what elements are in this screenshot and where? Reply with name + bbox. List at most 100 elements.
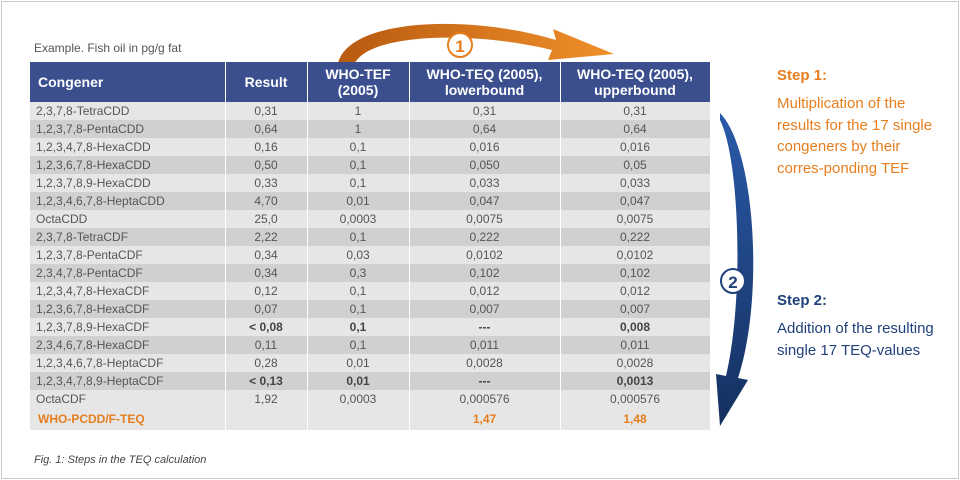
- figure-caption: Fig. 1: Steps in the TEQ calculation: [34, 454, 207, 466]
- congener-cell: 1,2,3,6,7,8-HexaCDF: [30, 300, 226, 318]
- tef-cell: 0,1: [307, 156, 410, 174]
- tef-cell: 0,1: [307, 318, 410, 336]
- step1-panel: Step 1: Multiplication of the results fo…: [777, 67, 947, 179]
- teq-upperbound-cell: 0,033: [560, 174, 711, 192]
- teq-upperbound-cell: 0,047: [560, 192, 711, 210]
- total-lowerbound: 1,47: [409, 408, 561, 430]
- step1-number-badge: 1: [447, 32, 473, 58]
- teq-lowerbound-cell: 0,0028: [409, 354, 561, 372]
- teq-lowerbound-cell: 0,102: [409, 264, 561, 282]
- teq-lowerbound-cell: 0,007: [409, 300, 561, 318]
- congener-cell: 1,2,3,7,8,9-HexaCDD: [30, 174, 226, 192]
- congener-cell: 2,3,7,8-TetraCDD: [30, 102, 226, 120]
- congener-cell: 1,2,3,4,7,8,9-HeptaCDF: [30, 372, 226, 390]
- tef-cell: 0,1: [307, 300, 410, 318]
- congener-cell: 2,3,4,6,7,8-HexaCDF: [30, 336, 226, 354]
- congener-cell: 1,2,3,4,6,7,8-HeptaCDD: [30, 192, 226, 210]
- tef-cell: 0,1: [307, 336, 410, 354]
- step2-arrow-icon: [716, 113, 754, 426]
- tef-cell: 0,01: [307, 354, 410, 372]
- result-cell: 0,33: [225, 174, 308, 192]
- congener-cell: 1,2,3,7,8-PentaCDF: [30, 246, 226, 264]
- header-congener: Congener: [30, 62, 226, 102]
- table-row: 1,2,3,7,8-PentaCDF 0,34 0,03 0,0102 0,0102: [30, 246, 711, 264]
- teq-upperbound-cell: 0,0013: [560, 372, 711, 390]
- congener-cell: 1,2,3,6,7,8-HexaCDD: [30, 156, 226, 174]
- tef-cell: 0,0003: [307, 390, 410, 408]
- tef-cell: 0,1: [307, 228, 410, 246]
- result-cell: 0,34: [225, 246, 308, 264]
- teq-upperbound-cell: 0,05: [560, 156, 711, 174]
- table-row: 1,2,3,4,6,7,8-HeptaCDF 0,28 0,01 0,0028 0,00…: [30, 354, 711, 372]
- congener-cell: OctaCDD: [30, 210, 226, 228]
- table-row: 1,2,3,4,7,8-HexaCDF 0,12 0,1 0,012 0,012: [30, 282, 711, 300]
- table-row: 1,2,3,4,7,8,9-HeptaCDF < 0,13 0,01 --- 0,001…: [30, 372, 711, 390]
- teq-lowerbound-cell: 0,64: [409, 120, 561, 138]
- teq-lowerbound-cell: 0,222: [409, 228, 561, 246]
- teq-lowerbound-cell: 0,31: [409, 102, 561, 120]
- tef-cell: 1: [307, 102, 410, 120]
- teq-upperbound-cell: 0,016: [560, 138, 711, 156]
- table-row: OctaCDD 25,0 0,0003 0,0075 0,0075: [30, 210, 711, 228]
- result-cell: 0,64: [225, 120, 308, 138]
- teq-lowerbound-cell: 0,016: [409, 138, 561, 156]
- tef-cell: 0,01: [307, 192, 410, 210]
- teq-lowerbound-cell: 0,012: [409, 282, 561, 300]
- table-row: 1,2,3,7,8,9-HexaCDD 0,33 0,1 0,033 0,033: [30, 174, 711, 192]
- table-row: 2,3,7,8-TetraCDF 2,22 0,1 0,222 0,222: [30, 228, 711, 246]
- tef-cell: 0,1: [307, 138, 410, 156]
- result-cell: 2,22: [225, 228, 308, 246]
- congener-cell: 1,2,3,7,8-PentaCDD: [30, 120, 226, 138]
- teq-upperbound-cell: 0,008: [560, 318, 711, 336]
- teq-lowerbound-cell: ---: [409, 318, 561, 336]
- table-row: 1,2,3,6,7,8-HexaCDF 0,07 0,1 0,007 0,007: [30, 300, 711, 318]
- table-caption: Example. Fish oil in pg/g fat: [34, 41, 182, 55]
- total-label: WHO-PCDD/F-TEQ: [30, 408, 226, 430]
- step1-title: Step 1:: [777, 67, 828, 84]
- result-cell: < 0,13: [225, 372, 308, 390]
- total-tef-cell: [307, 408, 410, 430]
- teq-lowerbound-cell: 0,0075: [409, 210, 561, 228]
- tef-cell: 0,0003: [307, 210, 410, 228]
- step2-panel: Step 2: Addition of the resulting single…: [777, 292, 947, 361]
- teq-upperbound-cell: 0,0028: [560, 354, 711, 372]
- teq-upperbound-cell: 0,64: [560, 120, 711, 138]
- result-cell: 0,34: [225, 264, 308, 282]
- result-cell: 4,70: [225, 192, 308, 210]
- total-upperbound: 1,48: [560, 408, 711, 430]
- table-row: 1,2,3,4,6,7,8-HeptaCDD 4,70 0,01 0,047 0,047: [30, 192, 711, 210]
- teq-lowerbound-cell: 0,047: [409, 192, 561, 210]
- step1-description: Multiplication of the results for the 17…: [777, 95, 933, 177]
- congener-cell: 2,3,4,7,8-PentaCDF: [30, 264, 226, 282]
- table-row: 1,2,3,6,7,8-HexaCDD 0,50 0,1 0,050 0,05: [30, 156, 711, 174]
- table-row: 1,2,3,7,8,9-HexaCDF < 0,08 0,1 --- 0,008: [30, 318, 711, 336]
- congener-cell: 1,2,3,4,7,8-HexaCDD: [30, 138, 226, 156]
- header-teq-lowerbound: WHO-TEQ (2005), lowerbound: [409, 62, 561, 102]
- teq-upperbound-cell: 0,000576: [560, 390, 711, 408]
- teq-upperbound-cell: 0,007: [560, 300, 711, 318]
- step2-description: Addition of the resulting single 17 TEQ-…: [777, 320, 934, 359]
- result-cell: 0,16: [225, 138, 308, 156]
- teq-lowerbound-cell: 0,050: [409, 156, 561, 174]
- teq-upperbound-cell: 0,012: [560, 282, 711, 300]
- result-cell: 1,92: [225, 390, 308, 408]
- step1-arrow-icon: [338, 23, 614, 63]
- teq-table: Congener Result WHO-TEF (2005) WHO-TEQ (2…: [30, 62, 711, 430]
- result-cell: < 0,08: [225, 318, 308, 336]
- tef-cell: 0,03: [307, 246, 410, 264]
- tef-cell: 0,3: [307, 264, 410, 282]
- table-row: 2,3,7,8-TetraCDD 0,31 1 0,31 0,31: [30, 102, 711, 120]
- result-cell: 0,11: [225, 336, 308, 354]
- result-cell: 25,0: [225, 210, 308, 228]
- teq-upperbound-cell: 0,0075: [560, 210, 711, 228]
- tef-cell: 0,1: [307, 282, 410, 300]
- teq-lowerbound-cell: 0,0102: [409, 246, 561, 264]
- table-row: 1,2,3,4,7,8-HexaCDD 0,16 0,1 0,016 0,016: [30, 138, 711, 156]
- congener-cell: 1,2,3,4,7,8-HexaCDF: [30, 282, 226, 300]
- table-row: 1,2,3,7,8-PentaCDD 0,64 1 0,64 0,64: [30, 120, 711, 138]
- congener-cell: 1,2,3,4,6,7,8-HeptaCDF: [30, 354, 226, 372]
- result-cell: 0,31: [225, 102, 308, 120]
- result-cell: 0,28: [225, 354, 308, 372]
- result-cell: 0,07: [225, 300, 308, 318]
